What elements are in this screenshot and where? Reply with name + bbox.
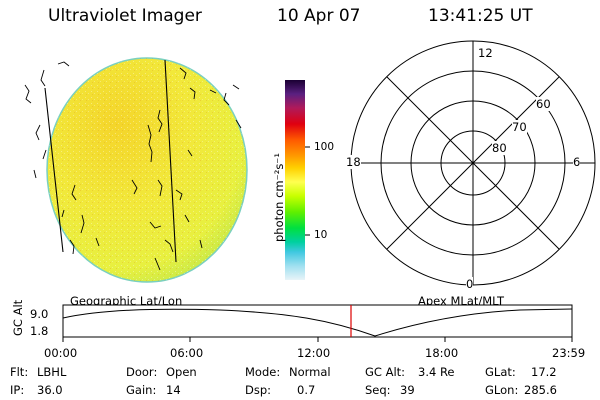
mlat-label-80: 80 <box>492 141 507 155</box>
gc-alt-value: 3.4 Re <box>418 365 455 379</box>
mode-label: Mode: <box>245 365 281 379</box>
ip-label: IP: <box>10 383 25 397</box>
image-time: 13:41:25 UT <box>428 6 533 26</box>
image-date: 10 Apr 07 <box>277 6 361 26</box>
mlt-label-12: 12 <box>478 46 493 60</box>
mode-value: Normal <box>289 365 331 379</box>
colorbar-tick-label-10: 10 <box>314 229 328 241</box>
glon-label: GLon: <box>485 383 519 397</box>
gain-label: Gain: <box>126 383 157 397</box>
colorbar-tick-label-100: 100 <box>314 141 335 153</box>
mlt-label-6: 6 <box>573 155 581 169</box>
mlat-label-70: 70 <box>512 120 527 134</box>
timeline-y-tick-high: 9.0 <box>30 307 49 321</box>
dsp-value: 0.7 <box>297 383 316 397</box>
filter-value: LBHL <box>37 365 67 379</box>
seq-value: 39 <box>400 383 415 397</box>
mlt-label-0: 0 <box>466 277 474 291</box>
glat-label: GLat: <box>485 365 516 379</box>
mlat-label-60: 60 <box>536 97 551 111</box>
polar-diagonal-2 <box>386 76 560 250</box>
timeline-x-tick-0000: 00:00 <box>44 346 78 360</box>
timeline-x-tick-1200: 12:00 <box>297 346 331 360</box>
app-title: Ultraviolet Imager <box>48 6 202 26</box>
colorbar <box>285 80 310 280</box>
dsp-label: Dsp: <box>245 383 272 397</box>
filter-label: Flt: <box>10 365 29 379</box>
ip-value: 36.0 <box>37 383 63 397</box>
timeline-y-tick-low: 1.8 <box>30 324 49 338</box>
altitude-curve <box>62 308 573 337</box>
gc-alt-label: GC Alt: <box>365 365 406 379</box>
gain-value: 14 <box>166 383 181 397</box>
earth-disk-texture <box>47 58 247 282</box>
timeline-x-tick-0600: 06:00 <box>170 346 204 360</box>
geographic-grid-lines <box>44 59 177 263</box>
seq-label: Seq: <box>365 383 391 397</box>
door-value: Open <box>166 365 197 379</box>
colorbar-gradient <box>285 80 305 280</box>
timeline-x-tick-2359: 23:59 <box>552 346 586 360</box>
glon-value: 285.6 <box>524 383 557 397</box>
door-label: Door: <box>126 365 158 379</box>
coastline-outlines <box>24 61 242 271</box>
timeline-x-tick-1800: 18:00 <box>425 346 459 360</box>
glat-value: 17.2 <box>531 365 557 379</box>
mlt-label-18: 18 <box>346 155 361 169</box>
timeline-frame <box>62 304 573 338</box>
